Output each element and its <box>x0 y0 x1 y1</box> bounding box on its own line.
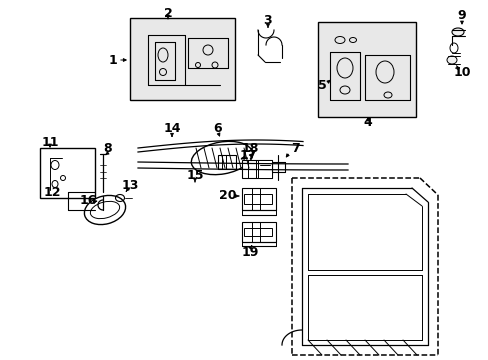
Text: 1: 1 <box>108 54 117 67</box>
Bar <box>242 160 271 178</box>
Text: 20: 20 <box>219 189 236 202</box>
Text: 14: 14 <box>163 122 181 135</box>
Text: 8: 8 <box>103 141 112 154</box>
Text: 13: 13 <box>121 179 139 192</box>
Text: 18: 18 <box>241 141 258 154</box>
Text: 3: 3 <box>263 14 272 27</box>
Text: 11: 11 <box>41 135 59 149</box>
Bar <box>258 160 271 178</box>
Text: 12: 12 <box>43 185 61 198</box>
Ellipse shape <box>446 56 456 64</box>
Bar <box>244 194 271 204</box>
Bar <box>242 188 275 210</box>
Text: 2: 2 <box>163 6 172 19</box>
Text: 4: 4 <box>363 116 372 129</box>
Text: 15: 15 <box>186 168 203 181</box>
Text: 16: 16 <box>79 194 97 207</box>
Text: 19: 19 <box>241 246 258 258</box>
Bar <box>40 148 95 198</box>
Text: 5: 5 <box>317 78 325 91</box>
Text: 17: 17 <box>239 149 256 162</box>
Text: 6: 6 <box>213 122 222 135</box>
Bar <box>242 222 275 242</box>
Ellipse shape <box>451 28 463 36</box>
Text: 10: 10 <box>452 66 470 78</box>
Bar <box>218 155 236 169</box>
Text: 9: 9 <box>457 9 466 22</box>
Bar <box>244 228 271 236</box>
Text: 7: 7 <box>291 141 300 154</box>
Bar <box>317 22 415 117</box>
Bar <box>130 18 235 100</box>
